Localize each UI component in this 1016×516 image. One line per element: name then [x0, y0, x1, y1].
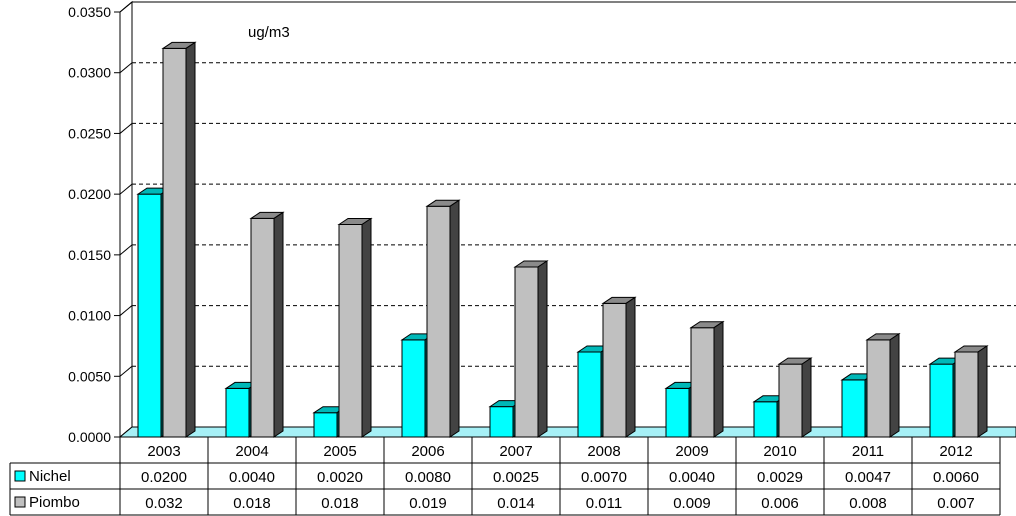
- gridline-side: [119, 244, 133, 256]
- bar-piombo: [426, 205, 451, 438]
- bar-piombo: [602, 302, 627, 438]
- bar-nichel: [753, 401, 778, 438]
- gridline-side: [119, 123, 133, 134]
- x-tick-label: 2009: [675, 443, 708, 460]
- y-tick-label: 0.0300: [68, 65, 111, 81]
- data-label: 0.0029: [757, 469, 803, 486]
- bar-nichel: [489, 406, 514, 438]
- bar-nichel: [665, 387, 690, 438]
- bar-side-piombo: [273, 211, 284, 438]
- bar-piombo: [954, 351, 979, 438]
- data-label: 0.019: [409, 495, 447, 512]
- bar-piombo: [866, 339, 891, 438]
- x-tick-label: 2006: [411, 443, 444, 460]
- data-label: 0.0040: [229, 469, 275, 486]
- bar-nichel: [841, 379, 866, 438]
- data-label: 0.006: [761, 495, 799, 512]
- data-label: 0.0025: [493, 469, 539, 486]
- bar-side-piombo: [185, 41, 196, 438]
- y-tick-label: 0.0350: [68, 4, 111, 20]
- bar-piombo: [514, 266, 539, 438]
- bar-nichel: [577, 351, 602, 438]
- bar-nichel: [313, 412, 338, 438]
- gridline-side: [119, 305, 133, 316]
- data-label: 0.014: [497, 495, 535, 512]
- data-label: 0.018: [233, 495, 271, 512]
- gridline-side: [119, 62, 133, 74]
- bar-side-piombo: [537, 260, 548, 438]
- bar-piombo: [690, 327, 715, 438]
- gridline-side: [119, 1, 133, 13]
- y-tick-label: 0.0100: [68, 308, 111, 324]
- gridline-side: [119, 183, 133, 195]
- bar-nichel: [225, 387, 250, 438]
- gridline-side: [119, 365, 133, 377]
- data-label: 0.0060: [933, 469, 979, 486]
- y-tick-label: 0.0000: [68, 429, 111, 445]
- bar-piombo: [338, 224, 363, 438]
- x-tick-label: 2011: [852, 443, 884, 460]
- data-label: 0.007: [937, 495, 975, 512]
- data-label: 0.0040: [669, 469, 715, 486]
- x-tick-label: 2005: [323, 443, 356, 460]
- bar-nichel: [929, 363, 954, 438]
- legend-swatch-piombo: [14, 496, 26, 508]
- data-label: 0.011: [586, 495, 622, 512]
- legend-swatch-nichel: [14, 470, 26, 482]
- y-tick-label: 0.0200: [68, 186, 111, 202]
- data-label: 0.018: [321, 495, 359, 512]
- bar-side-piombo: [889, 332, 900, 438]
- x-tick-label: 2004: [235, 443, 268, 460]
- legend-label-piombo: Piombo: [29, 494, 80, 511]
- data-label: 0.0070: [581, 469, 627, 486]
- x-tick-label: 2012: [939, 443, 972, 460]
- y-tick-label: 0.0150: [68, 247, 111, 263]
- data-label: 0.0047: [845, 469, 891, 486]
- bar-side-piombo: [801, 357, 812, 438]
- bar-nichel: [401, 339, 426, 438]
- x-tick-label: 2007: [499, 443, 532, 460]
- bar-piombo: [778, 363, 803, 438]
- data-label: 0.009: [673, 495, 711, 512]
- data-label: 0.032: [145, 495, 183, 512]
- data-label: 0.0200: [141, 469, 187, 486]
- data-label: 0.008: [849, 495, 887, 512]
- y-tick-label: 0.0050: [68, 368, 111, 384]
- bar-piombo: [250, 217, 275, 438]
- chart-title: ug/m3: [248, 24, 290, 41]
- y-tick-label: 0.0250: [68, 125, 111, 141]
- bar-side-piombo: [625, 296, 636, 438]
- bar-piombo: [162, 47, 187, 438]
- x-tick-label: 2008: [587, 443, 620, 460]
- x-tick-label: 2003: [147, 443, 180, 460]
- bar-side-piombo: [977, 345, 988, 438]
- bar-side-piombo: [449, 199, 460, 438]
- bar-side-piombo: [361, 217, 372, 438]
- data-label: 0.0020: [317, 469, 363, 486]
- data-label: 0.0080: [405, 469, 451, 486]
- legend-label-nichel: Nichel: [29, 468, 71, 485]
- bar-nichel: [137, 193, 162, 438]
- x-tick-label: 2010: [763, 443, 796, 460]
- bar-side-piombo: [713, 320, 724, 438]
